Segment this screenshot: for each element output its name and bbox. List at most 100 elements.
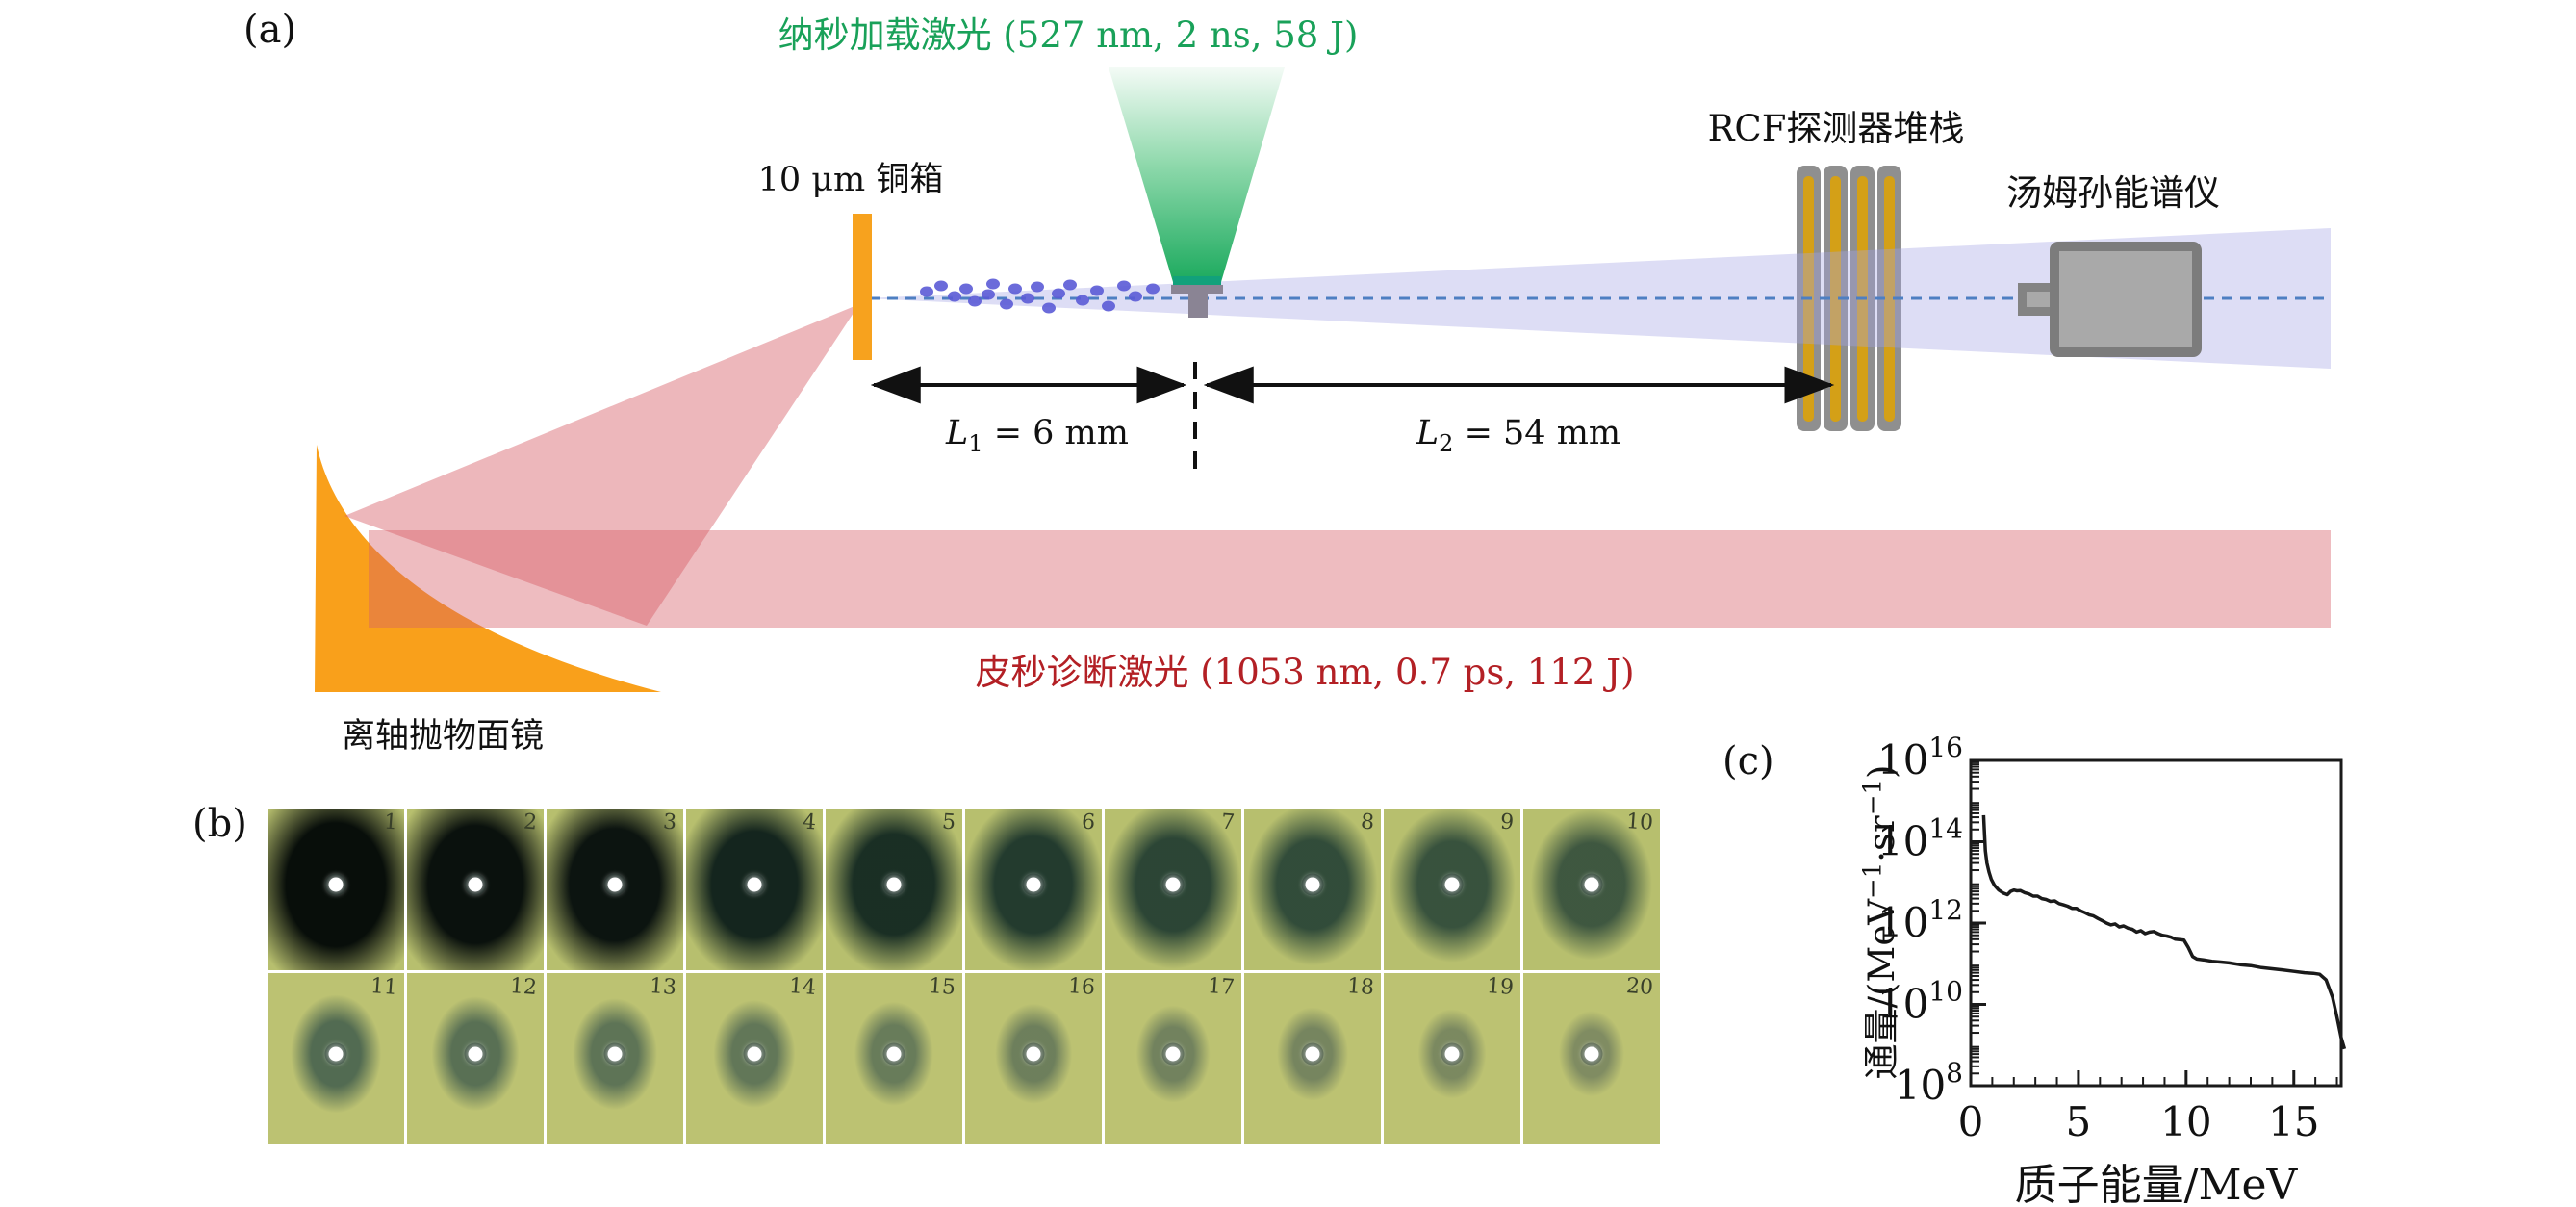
thomson-spectrometer-label: 汤姆孙能谱仪 [2006,172,2220,214]
rcf-film-center-hole [1444,1046,1460,1062]
rcf-film-number: 10 [1625,809,1654,835]
rcf-film: 6 [965,809,1102,970]
rcf-film-center-hole [1305,877,1320,892]
rcf-film: 13 [547,973,683,1144]
rcf-film-center-hole [328,1046,344,1062]
setup-diagram [315,67,2331,692]
rcf-film: 1 [268,809,404,970]
ns-laser-cone [1109,67,1285,282]
l1-value: = 6 mm [982,414,1129,452]
rcf-film-number: 5 [941,809,956,835]
ps-laser-label: 皮秒诊断激光 (1053 nm, 0.7 ps, 112 J) [975,652,1635,693]
rcf-film: 12 [407,973,544,1144]
x-tick-label: 0 [1958,1098,1984,1145]
rcf-film-number: 12 [509,974,538,1000]
distance-l2-label: L2 = 54 mm [1416,414,1620,457]
rcf-film-center-hole [607,877,623,892]
rcf-film-center-hole [1444,877,1460,892]
rcf-film-number: 1 [383,809,398,835]
rcf-film: 20 [1523,973,1660,1144]
l2-value: = 54 mm [1453,414,1621,452]
rcf-film-number: 16 [1067,974,1096,1000]
rcf-film: 18 [1244,973,1381,1144]
rcf-film: 15 [826,973,962,1144]
rcf-film-center-hole [886,1046,902,1062]
panel-label-a: (a) [243,8,297,52]
proton-beam-cone [866,228,2331,369]
rcf-film-grid: 1 2 3 4 5 6 7 8 9 10 11 12 13 14 15 16 17 18 19 20 [268,809,1660,1144]
target-object [1171,285,1223,318]
copper-foil [853,214,872,360]
x-tick-label: 15 [2268,1098,2319,1145]
rcf-film: 10 [1523,809,1660,970]
rcf-film-center-hole [1165,1046,1181,1062]
y-axis-title: 通量/(MeV−1·sr−1) [1858,764,1902,1080]
ns-laser-label: 纳秒加载激光 (527 nm, 2 ns, 58 J) [778,14,1359,56]
off-axis-parabola-mirror [315,445,661,692]
y-tick-label: 1012 [1877,894,1963,946]
rcf-film-number: 8 [1360,809,1375,835]
rcf-film: 11 [268,973,404,1144]
rcf-film-center-hole [468,877,483,892]
rcf-film-number: 4 [802,809,817,835]
proton-spectrum-chart: 0 5 10 15 108 1010 1012 1014 1016 质子能量/MeV [1877,732,2347,1207]
rcf-film-number: 13 [649,974,677,1000]
rcf-film-number: 6 [1081,809,1096,835]
rcf-film-center-hole [747,1046,762,1062]
rcf-film-number: 11 [370,974,398,1000]
thomson-spectrometer [2018,242,2202,357]
y-tick-label: 1010 [1877,976,1963,1028]
rcf-film-center-hole [1305,1046,1320,1062]
l2-symbol: L [1416,414,1440,452]
l1-symbol: L [946,414,969,452]
rcf-film-number: 18 [1346,974,1375,1000]
distance-l1-label: L1 = 6 mm [946,414,1129,457]
y-tick-label: 1016 [1877,732,1963,783]
plot-box [1969,758,2343,1088]
rcf-film-center-hole [1026,1046,1041,1062]
rcf-film-number: 3 [662,809,677,835]
x-axis-title: 质子能量/MeV [2015,1161,2299,1207]
rcf-film: 4 [686,809,823,970]
y-tick-label: 108 [1895,1057,1963,1109]
x-tick-label: 5 [2066,1098,2092,1145]
rcf-film: 9 [1384,809,1520,970]
proton-spectrum-curve [1981,814,2347,1050]
rcf-film-number: 19 [1486,974,1515,1000]
rcf-film-center-hole [468,1046,483,1062]
l2-subscript: 2 [1439,430,1454,457]
rcf-film: 14 [686,973,823,1144]
rcf-film-center-hole [1584,1046,1599,1062]
proton-dots [920,278,1160,314]
rcf-stack-label: RCF探测器堆栈 [1707,108,1965,149]
rcf-film-center-hole [607,1046,623,1062]
rcf-film-center-hole [1026,877,1041,892]
dimension-arrows [870,362,1835,474]
panel-label-c: (c) [1722,739,1774,783]
rcf-film-number: 2 [523,809,538,835]
rcf-film: 19 [1384,973,1520,1144]
rcf-film-number: 15 [928,974,956,1000]
parabola-label: 离轴抛物面镜 [341,717,545,756]
rcf-film-center-hole [328,877,344,892]
rcf-film: 17 [1105,973,1241,1144]
rcf-film-center-hole [747,877,762,892]
rcf-film-center-hole [886,877,902,892]
rcf-film: 7 [1105,809,1241,970]
rcf-film: 5 [826,809,962,970]
rcf-film: 2 [407,809,544,970]
rcf-film-number: 17 [1207,974,1236,1000]
rcf-film-number: 9 [1499,809,1515,835]
rcf-film-center-hole [1165,877,1181,892]
copper-foil-label: 10 μm 铜箱 [757,161,944,199]
ps-laser-focus-cone [344,304,859,626]
rcf-film: 16 [965,973,1102,1144]
x-tick-label: 10 [2160,1098,2211,1145]
ns-laser-focus-tip [1173,276,1221,286]
panel-label-b: (b) [192,802,247,846]
rcf-film: 8 [1244,809,1381,970]
rcf-film-center-hole [1584,877,1599,892]
l1-subscript: 1 [968,430,983,457]
rcf-film-number: 20 [1625,974,1654,1000]
